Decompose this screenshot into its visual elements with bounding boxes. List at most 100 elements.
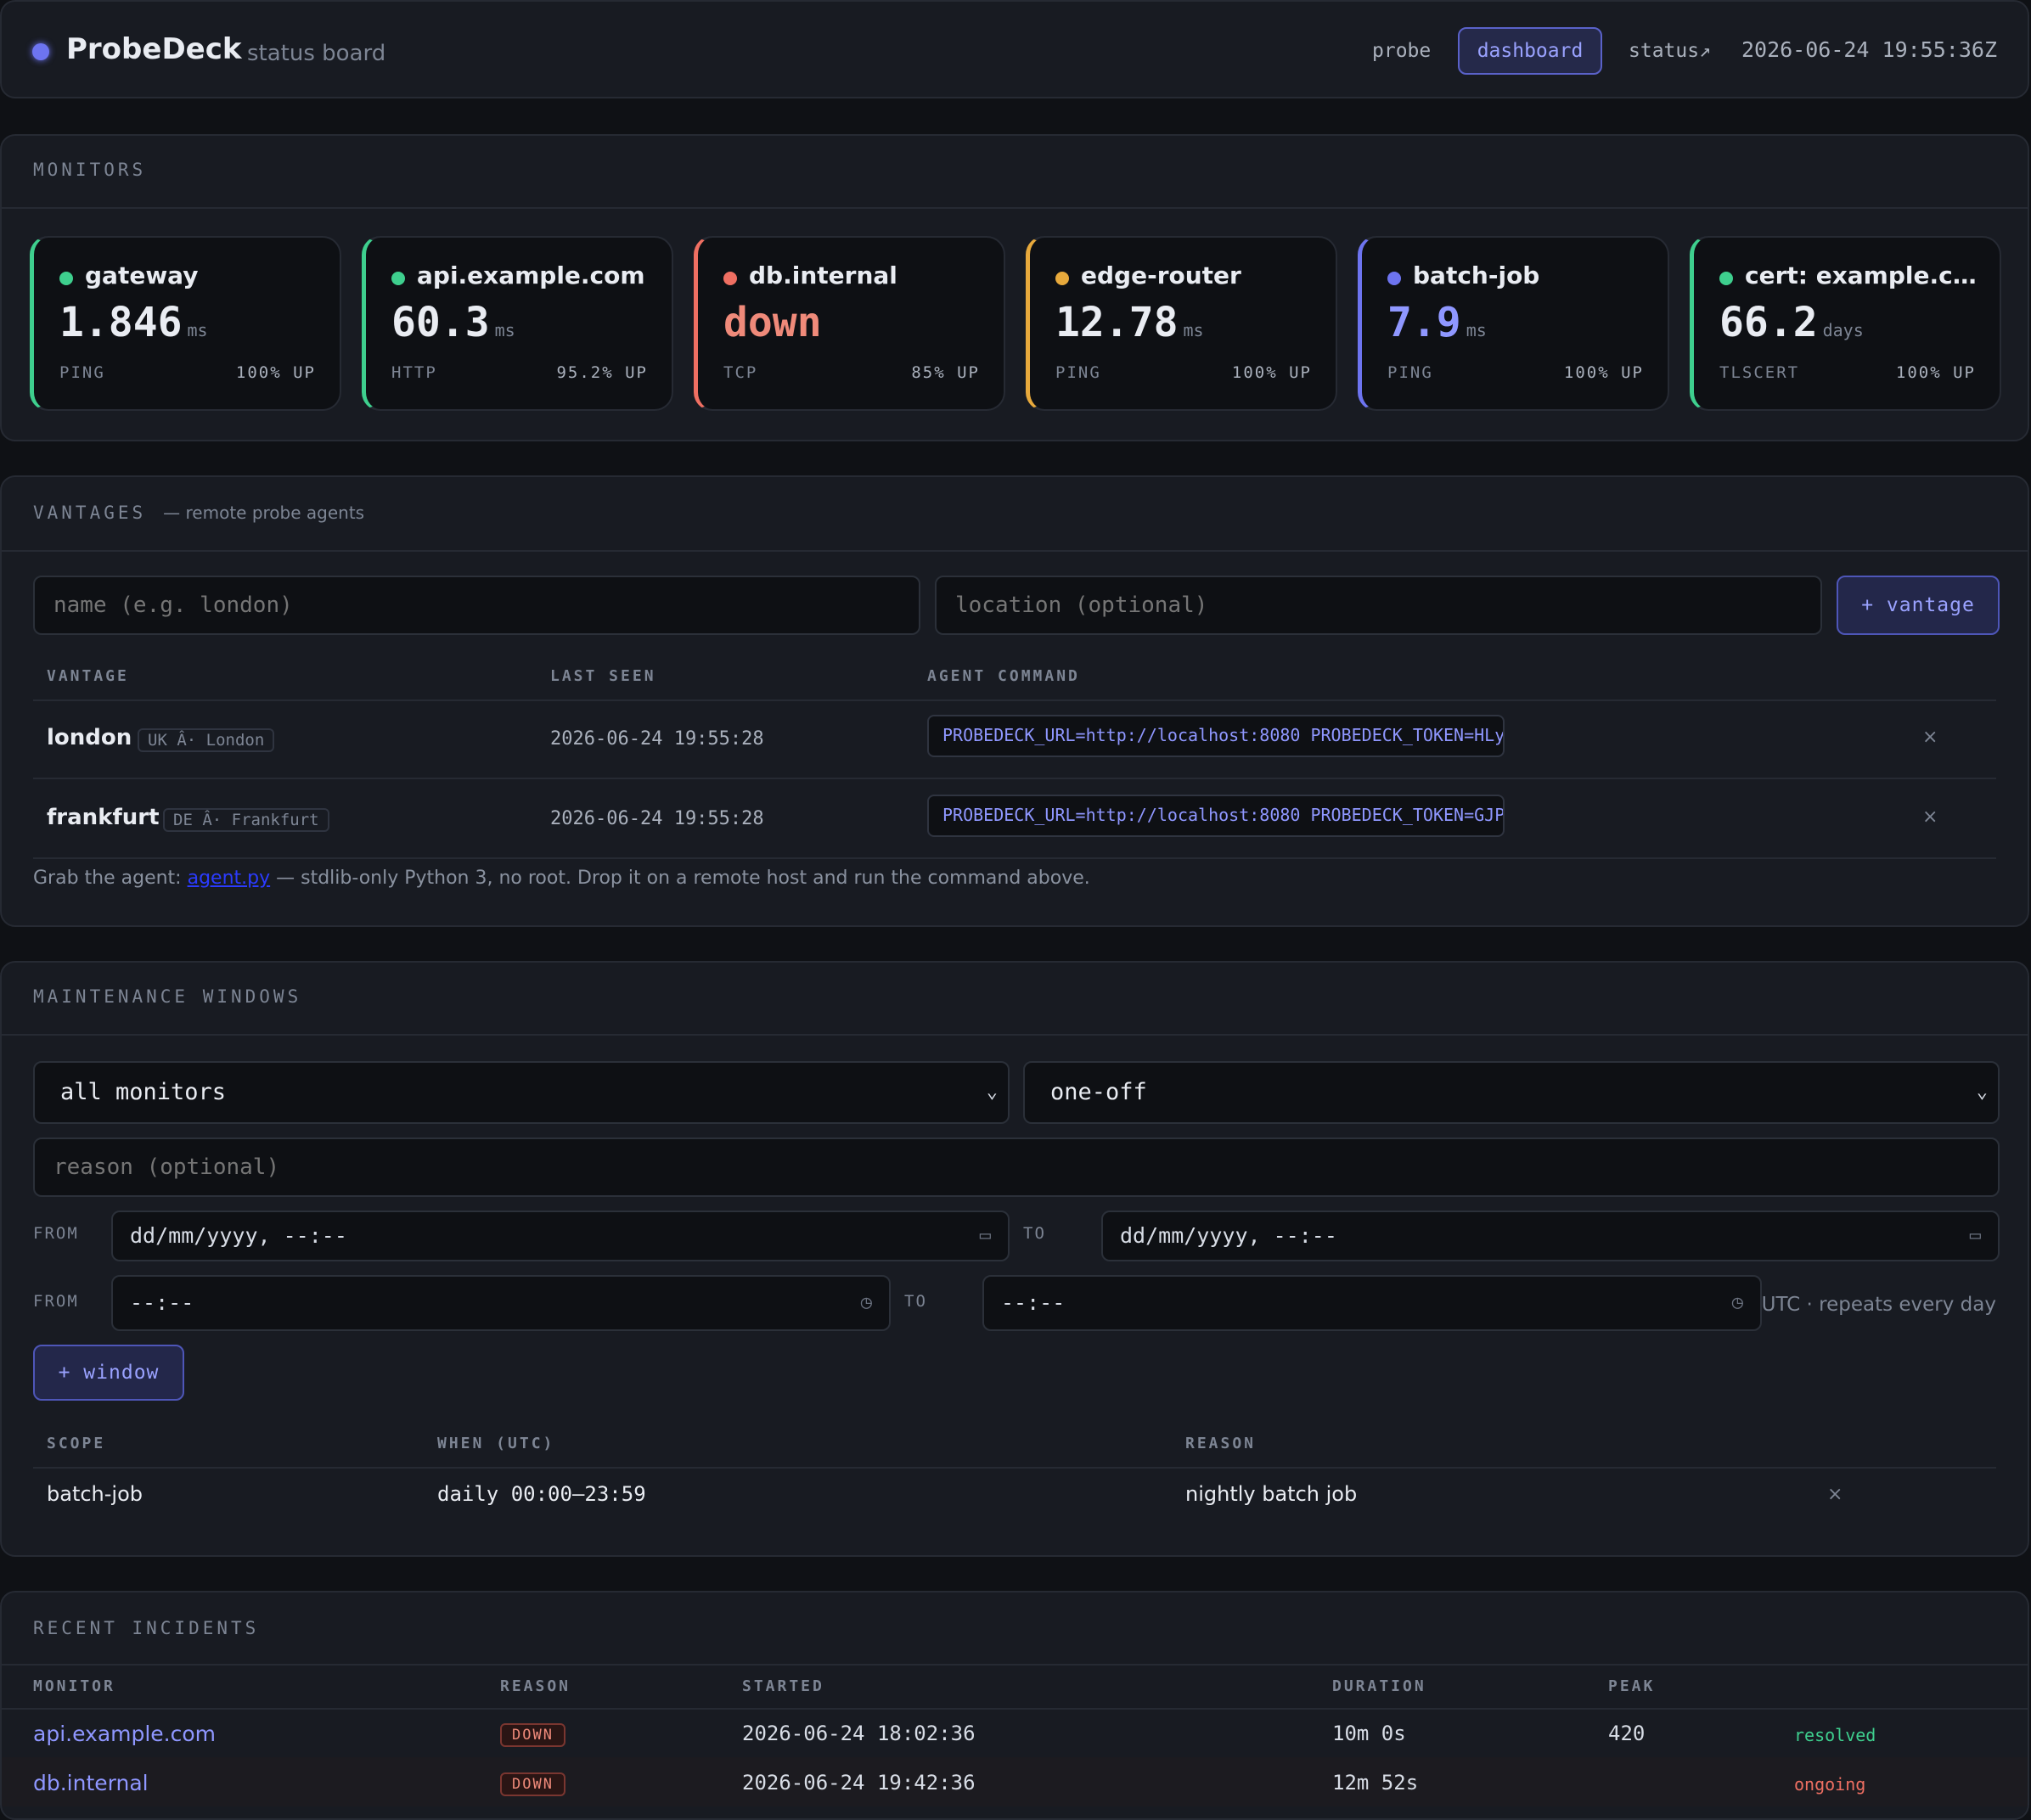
- monitor-uptime: 100% UP: [235, 363, 316, 382]
- monitor-card[interactable]: edge-router 12.78 ms PING 100% UP: [1026, 236, 1337, 411]
- section-subtitle: — remote probe agents: [163, 503, 365, 523]
- brand-subtitle: status board: [247, 41, 386, 66]
- add-vantage-button[interactable]: + vantage: [1837, 576, 2000, 635]
- vantage-last-seen: 2026-06-24 19:55:28: [550, 808, 764, 829]
- remove-vantage-button[interactable]: ×: [1922, 727, 1938, 748]
- reason-badge: DOWN: [500, 1772, 565, 1796]
- scope-select[interactable]: all monitors ⌄: [33, 1061, 1010, 1124]
- vantage-name: frankfurt: [47, 805, 160, 830]
- to-label: TO: [1023, 1224, 1046, 1243]
- clock-icon: ◷: [860, 1292, 872, 1313]
- monitor-card[interactable]: batch-job 7.9 ms PING 100% UP: [1358, 236, 1669, 411]
- monitor-name: api.example.com: [417, 261, 645, 289]
- from-datetime-input[interactable]: dd/mm/yyyy, --:-- ▭: [111, 1211, 1010, 1261]
- col-agent-command: AGENT COMMAND: [927, 667, 1080, 685]
- section-title: MONITORS: [33, 160, 147, 180]
- col-last-seen: LAST SEEN: [550, 667, 656, 685]
- nav-probe[interactable]: probe: [1372, 40, 1432, 62]
- incident-peak: 420: [1608, 1722, 1646, 1745]
- status-dot-icon: [723, 272, 737, 285]
- nav-dashboard[interactable]: dashboard: [1458, 27, 1602, 75]
- clock-icon: ◷: [1731, 1292, 1743, 1313]
- monitor-card[interactable]: api.example.com 60.3 ms HTTP 95.2% UP: [362, 236, 673, 411]
- chevron-down-icon: ⌄: [1976, 1081, 1988, 1103]
- to-time-input[interactable]: --:-- ◷: [982, 1275, 1762, 1331]
- vantage-last-seen: 2026-06-24 19:55:28: [550, 728, 764, 750]
- vantage-name: london: [47, 725, 132, 750]
- incident-monitor-link[interactable]: api.example.com: [33, 1722, 217, 1746]
- monitor-name: gateway: [85, 261, 199, 289]
- from-label: FROM: [33, 1224, 79, 1243]
- section-title: VANTAGES — remote probe agents: [33, 503, 365, 523]
- col-vantage: VANTAGE: [47, 667, 129, 685]
- top-bar: ProbeDeck status board probe dashboard s…: [0, 0, 2029, 98]
- monitor-value: 66.2 days: [1719, 299, 1864, 346]
- status-dot-icon: [1387, 272, 1401, 285]
- brand-name: ProbeDeck: [66, 32, 242, 66]
- monitor-unit: ms: [1183, 320, 1204, 340]
- monitor-value: 7.9 ms: [1387, 299, 1487, 346]
- nav-status[interactable]: status↗: [1629, 40, 1711, 62]
- brand-dot-icon: [32, 43, 49, 60]
- window-reason: nightly batch job: [1185, 1482, 1358, 1506]
- monitor-uptime: 85% UP: [911, 363, 980, 382]
- monitor-card[interactable]: gateway 1.846 ms PING 100% UP: [30, 236, 341, 411]
- agent-note: Grab the agent: agent.py — stdlib-only P…: [33, 868, 1090, 889]
- status-dot-icon: [1719, 272, 1733, 285]
- section-title: RECENT INCIDENTS: [33, 1618, 260, 1638]
- vantage-location-badge: UK Â· London: [138, 728, 275, 752]
- col-scope: SCOPE: [47, 1435, 106, 1452]
- monitor-type: PING: [1055, 363, 1101, 382]
- monitor-name: edge-router: [1081, 261, 1241, 289]
- agent-command[interactable]: PROBEDECK_URL=http://localhost:8080 PROB…: [927, 795, 1505, 837]
- monitors-section: MONITORS gateway 1.846 ms PING 100% UP api.ex…: [0, 134, 2029, 441]
- col-started: STARTED: [742, 1677, 824, 1695]
- add-window-button[interactable]: + window: [33, 1345, 184, 1401]
- incident-started: 2026-06-24 19:42:36: [742, 1771, 976, 1795]
- monitor-name: batch-job: [1413, 261, 1540, 289]
- incident-started: 2026-06-24 18:02:36: [742, 1722, 976, 1745]
- monitor-unit: ms: [187, 320, 208, 340]
- remove-vantage-button[interactable]: ×: [1922, 806, 1938, 828]
- col-monitor: MONITOR: [33, 1677, 115, 1695]
- col-when: WHEN (UTC): [437, 1435, 555, 1452]
- calendar-icon: ▭: [979, 1225, 991, 1246]
- col-duration: DURATION: [1332, 1677, 1426, 1695]
- incident-state: resolved: [1794, 1725, 1876, 1745]
- maintenance-section: MAINTENANCE WINDOWS all monitors ⌄ one-of…: [0, 961, 2029, 1557]
- status-dot-icon: [391, 272, 405, 285]
- reason-badge: DOWN: [500, 1723, 565, 1747]
- monitor-value: 1.846 ms: [59, 299, 208, 346]
- agent-download-link[interactable]: agent.py: [187, 868, 271, 889]
- from-time-label: FROM: [33, 1292, 79, 1311]
- col-reason: REASON: [1185, 1435, 1257, 1452]
- to-datetime-input[interactable]: dd/mm/yyyy, --:-- ▭: [1101, 1211, 2000, 1261]
- vantages-section: VANTAGES— remote probe agents + vantage …: [0, 475, 2029, 927]
- vantage-name-input[interactable]: [33, 576, 920, 635]
- monitor-uptime: 100% UP: [1563, 363, 1644, 382]
- current-time: 2026-06-24 19:55:36Z: [1741, 37, 1997, 62]
- from-time-input[interactable]: --:-- ◷: [111, 1275, 891, 1331]
- monitor-type: TCP: [723, 363, 758, 382]
- incident-monitor-link[interactable]: db.internal: [33, 1771, 149, 1795]
- monitor-value: 12.78 ms: [1055, 299, 1204, 346]
- vantage-location-badge: DE Â· Frankfurt: [163, 808, 329, 832]
- incident-duration: 12m 52s: [1332, 1771, 1419, 1795]
- monitor-value: 60.3 ms: [391, 299, 515, 346]
- reason-input[interactable]: [33, 1138, 2000, 1197]
- monitor-type: PING: [1387, 363, 1433, 382]
- vantage-location-input[interactable]: [935, 576, 1822, 635]
- col-peak: PEAK: [1608, 1677, 1656, 1695]
- incident-row: db.internal DOWN 2026-06-24 19:42:36 12m…: [2, 1757, 2028, 1806]
- col-reason: REASON: [500, 1677, 571, 1695]
- window-type-select[interactable]: one-off ⌄: [1023, 1061, 2000, 1124]
- to-time-label: TO: [904, 1292, 927, 1311]
- agent-command[interactable]: PROBEDECK_URL=http://localhost:8080 PROB…: [927, 715, 1505, 757]
- monitor-unit: ms: [1466, 320, 1487, 340]
- status-dot-icon: [1055, 272, 1069, 285]
- monitor-card[interactable]: cert: example.com 66.2 days TLSCERT 100% UP: [1690, 236, 2001, 411]
- section-title: MAINTENANCE WINDOWS: [33, 986, 302, 1007]
- monitor-card[interactable]: db.internal down TCP 85% UP: [694, 236, 1005, 411]
- remove-window-button[interactable]: ×: [1827, 1484, 1843, 1505]
- window-when: daily 00:00–23:59: [437, 1482, 646, 1506]
